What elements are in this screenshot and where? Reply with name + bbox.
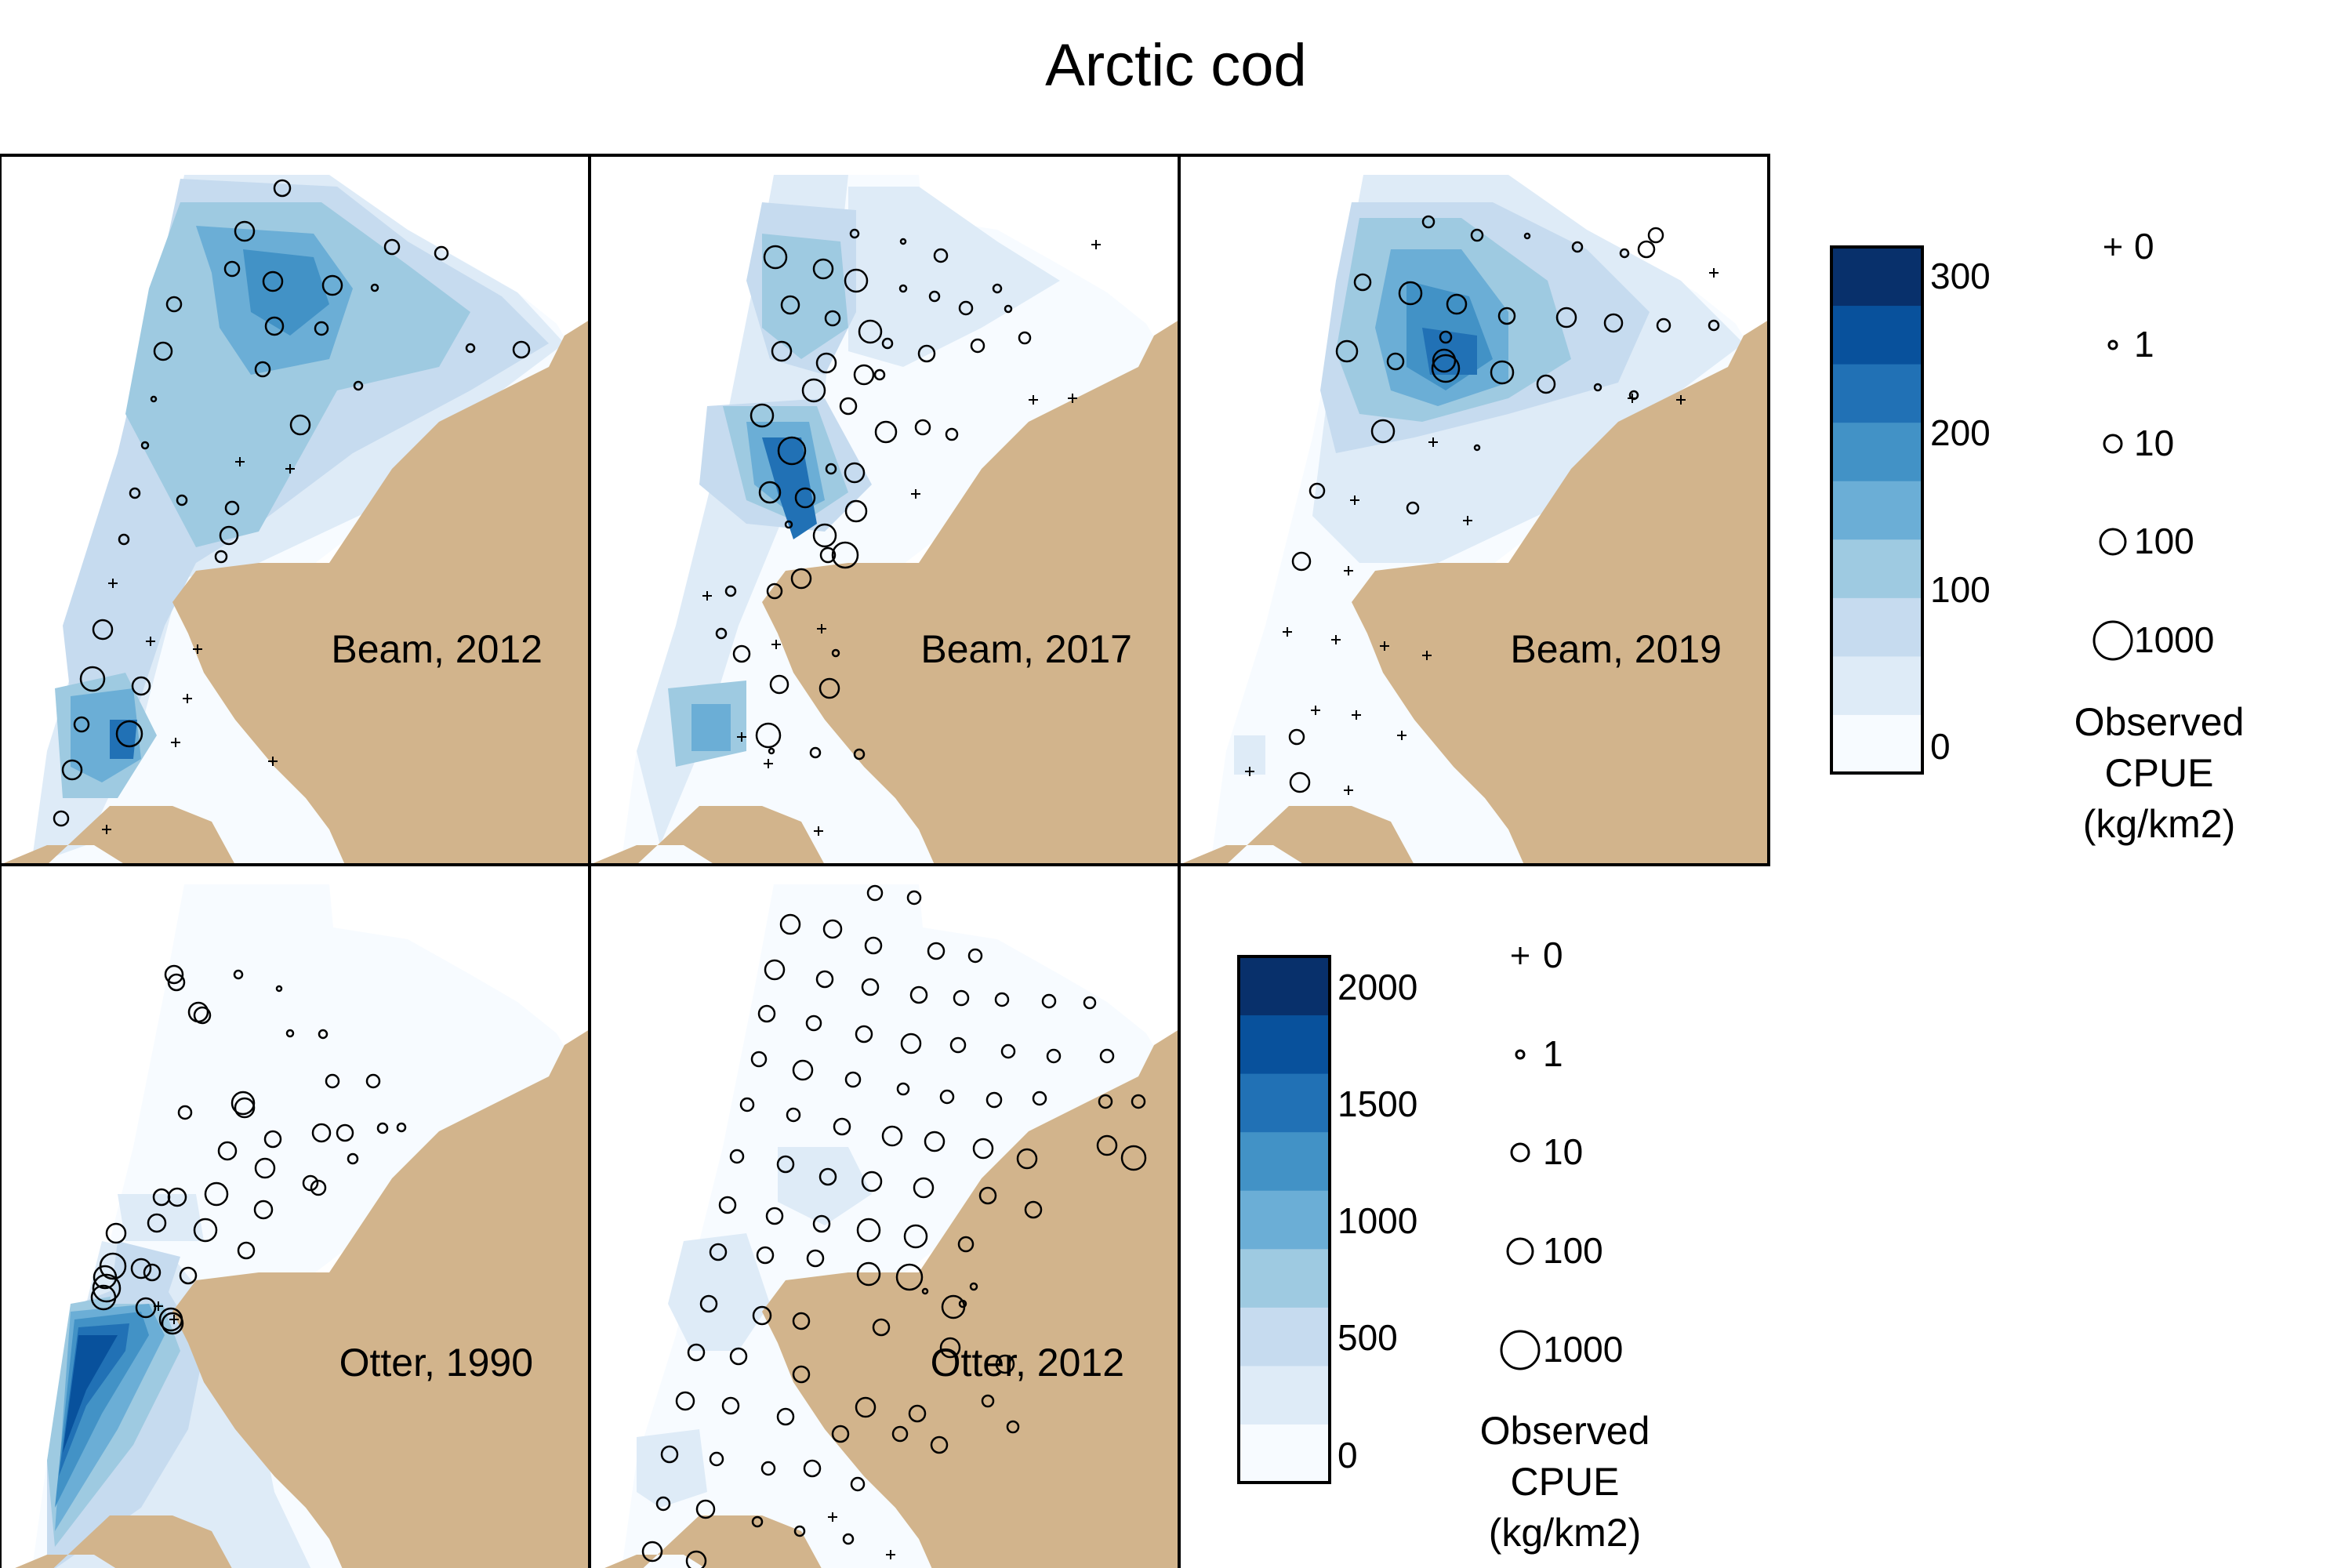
size-legend-title: Observed bbox=[1480, 1409, 1650, 1453]
size-symbol bbox=[2099, 528, 2127, 556]
observed-cpue-markers bbox=[641, 884, 1147, 1568]
panel-beam-2019: Beam, 2019 bbox=[1178, 154, 1770, 866]
observed-cpue-markers bbox=[90, 964, 407, 1335]
colorbar-frame bbox=[1237, 955, 1331, 1484]
panel-frame bbox=[588, 863, 1181, 1568]
size-symbol bbox=[1506, 1237, 1534, 1265]
size-legend-label: 1 bbox=[2134, 324, 2154, 365]
colorbar-tick: 500 bbox=[1338, 1317, 1398, 1358]
size-legend-label: 1000 bbox=[1543, 1329, 1623, 1370]
colorbar-step bbox=[1831, 597, 1922, 657]
otter-colorbar: 2000 1500 1000 500 0 bbox=[1237, 955, 1417, 1484]
figure-title: Arctic cod bbox=[1045, 32, 1307, 99]
colorbar-step bbox=[1831, 364, 1922, 423]
colorbar-step bbox=[1239, 1131, 1330, 1191]
colorbar-step bbox=[1239, 1073, 1330, 1133]
land-coast bbox=[0, 806, 235, 865]
land bbox=[762, 1029, 1179, 1568]
colorbar-step bbox=[1239, 1365, 1330, 1425]
colorbar-step bbox=[1831, 422, 1922, 481]
zero-catch-markers bbox=[154, 1301, 179, 1324]
land-coast bbox=[1179, 806, 1414, 865]
zero-catch-markers bbox=[1245, 268, 1719, 795]
land-coast bbox=[15, 1515, 232, 1568]
colorbar-step bbox=[1239, 956, 1330, 1016]
size-legend-title: (kg/km2) bbox=[1489, 1511, 1641, 1555]
colorbar-step bbox=[1239, 1190, 1330, 1250]
colorbar-step bbox=[1831, 714, 1922, 774]
observed-cpue-markers bbox=[715, 228, 1032, 760]
colorbar-tick: 0 bbox=[1338, 1435, 1358, 1475]
size-legend-label: 100 bbox=[1543, 1230, 1603, 1271]
survey-area bbox=[622, 884, 1170, 1568]
size-legend-label: 10 bbox=[2134, 423, 2174, 463]
panel-label: Beam, 2019 bbox=[1510, 627, 1722, 671]
panel-label: Beam, 2012 bbox=[331, 627, 543, 671]
size-legend-label: 0 bbox=[2134, 226, 2154, 267]
colorbar-tick: 0 bbox=[1930, 726, 1951, 767]
colorbar-step bbox=[1239, 1014, 1330, 1074]
zero-catch-symbol bbox=[1512, 947, 1529, 964]
zero-catch-markers bbox=[702, 240, 1101, 836]
panel-frame bbox=[1178, 154, 1770, 866]
size-symbol bbox=[1510, 1142, 1530, 1163]
panel-otter-2012: Otter, 2012 bbox=[588, 863, 1181, 1568]
panel-beam-2012: Beam, 2012 bbox=[0, 154, 591, 866]
size-legend-label: 1 bbox=[1543, 1033, 1563, 1074]
size-symbol bbox=[1500, 1330, 1541, 1370]
density-field bbox=[31, 175, 564, 865]
zero-catch-markers bbox=[102, 457, 295, 834]
size-legend-label: 10 bbox=[1543, 1131, 1583, 1172]
size-legend-label: 0 bbox=[1543, 935, 1563, 975]
colorbar-step bbox=[1239, 1307, 1330, 1367]
beam-size-legend: 0 1 10 100 1000 Observed CPUE (kg/km2) bbox=[2074, 226, 2245, 846]
size-legend-title: CPUE bbox=[1511, 1460, 1620, 1504]
colorbar-step bbox=[1831, 481, 1922, 540]
colorbar-tick: 1000 bbox=[1338, 1200, 1417, 1241]
zero-catch-markers bbox=[828, 1512, 895, 1559]
colorbar-step bbox=[1239, 1248, 1330, 1308]
colorbar-tick: 100 bbox=[1930, 569, 1991, 610]
panel-label: Beam, 2017 bbox=[920, 627, 1132, 671]
panel-beam-2017: Beam, 2017 bbox=[588, 154, 1181, 866]
size-legend-label: 1000 bbox=[2134, 619, 2214, 660]
land bbox=[172, 320, 590, 865]
colorbar-steps bbox=[1831, 247, 1922, 774]
colorbar-step bbox=[1239, 1424, 1330, 1483]
size-symbol bbox=[2103, 434, 2123, 454]
colorbar-step bbox=[1831, 247, 1922, 307]
land bbox=[172, 1029, 590, 1568]
size-legend-title: CPUE bbox=[2105, 751, 2214, 795]
beam-colorbar: 300 200 100 0 bbox=[1830, 245, 1991, 775]
land bbox=[762, 320, 1179, 865]
zero-catch-symbol bbox=[2104, 238, 2122, 256]
observed-cpue-markers bbox=[53, 179, 531, 827]
size-symbol bbox=[2107, 339, 2118, 350]
panel-label: Otter, 1990 bbox=[339, 1341, 533, 1385]
colorbar-tick: 200 bbox=[1930, 412, 1991, 453]
size-legend-label: 100 bbox=[2134, 521, 2194, 561]
colorbar-step bbox=[1831, 655, 1922, 715]
density-field bbox=[47, 1194, 311, 1568]
otter-size-legend: 0 1 10 100 1000 Observed CPUE (kg/km2) bbox=[1480, 935, 1650, 1555]
colorbar-tick: 2000 bbox=[1338, 967, 1417, 1007]
colorbar-tick: 300 bbox=[1930, 256, 1991, 296]
size-legend-title: (kg/km2) bbox=[2083, 802, 2235, 846]
panel-label: Otter, 2012 bbox=[931, 1341, 1124, 1385]
density-field bbox=[637, 1147, 872, 1508]
land-coast bbox=[590, 806, 825, 865]
colorbar-tick: 1500 bbox=[1338, 1083, 1417, 1124]
panel-otter-1990: Otter, 1990 bbox=[0, 863, 591, 1568]
colorbar-frame bbox=[1830, 245, 1924, 775]
land-coast bbox=[604, 1515, 822, 1568]
colorbar-step bbox=[1831, 539, 1922, 598]
colorbar-step bbox=[1831, 305, 1922, 365]
observed-cpue-markers bbox=[1288, 215, 1720, 793]
size-legend-title: Observed bbox=[2074, 700, 2245, 744]
land bbox=[1352, 320, 1769, 865]
size-symbol bbox=[1515, 1049, 1526, 1060]
colorbar-steps bbox=[1239, 956, 1330, 1483]
size-symbol bbox=[2092, 620, 2133, 661]
